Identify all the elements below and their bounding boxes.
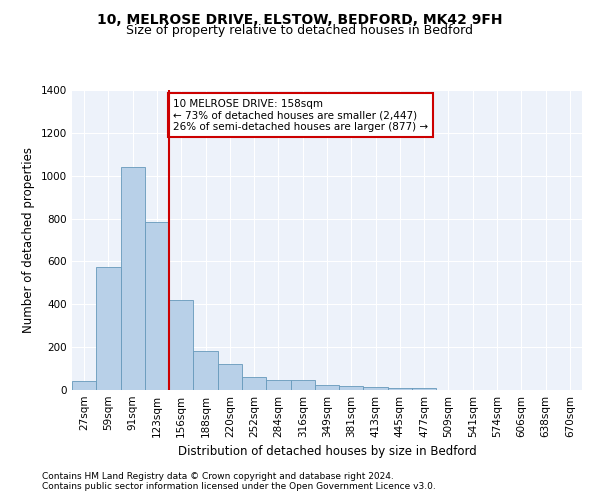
- Bar: [412, 388, 436, 390]
- X-axis label: Distribution of detached houses by size in Bedford: Distribution of detached houses by size …: [178, 446, 476, 458]
- Bar: [339, 386, 364, 390]
- Text: Contains public sector information licensed under the Open Government Licence v3: Contains public sector information licen…: [42, 482, 436, 491]
- Text: 10 MELROSE DRIVE: 158sqm
← 73% of detached houses are smaller (2,447)
26% of sem: 10 MELROSE DRIVE: 158sqm ← 73% of detach…: [173, 98, 428, 132]
- Bar: [388, 388, 412, 390]
- Bar: [290, 380, 315, 390]
- Bar: [169, 300, 193, 390]
- Bar: [121, 167, 145, 390]
- Bar: [72, 382, 96, 390]
- Bar: [315, 384, 339, 390]
- Text: 10, MELROSE DRIVE, ELSTOW, BEDFORD, MK42 9FH: 10, MELROSE DRIVE, ELSTOW, BEDFORD, MK42…: [97, 12, 503, 26]
- Bar: [242, 377, 266, 390]
- Bar: [218, 364, 242, 390]
- Bar: [193, 352, 218, 390]
- Bar: [266, 380, 290, 390]
- Bar: [364, 387, 388, 390]
- Bar: [145, 222, 169, 390]
- Text: Contains HM Land Registry data © Crown copyright and database right 2024.: Contains HM Land Registry data © Crown c…: [42, 472, 394, 481]
- Bar: [96, 267, 121, 390]
- Text: Size of property relative to detached houses in Bedford: Size of property relative to detached ho…: [127, 24, 473, 37]
- Y-axis label: Number of detached properties: Number of detached properties: [22, 147, 35, 333]
